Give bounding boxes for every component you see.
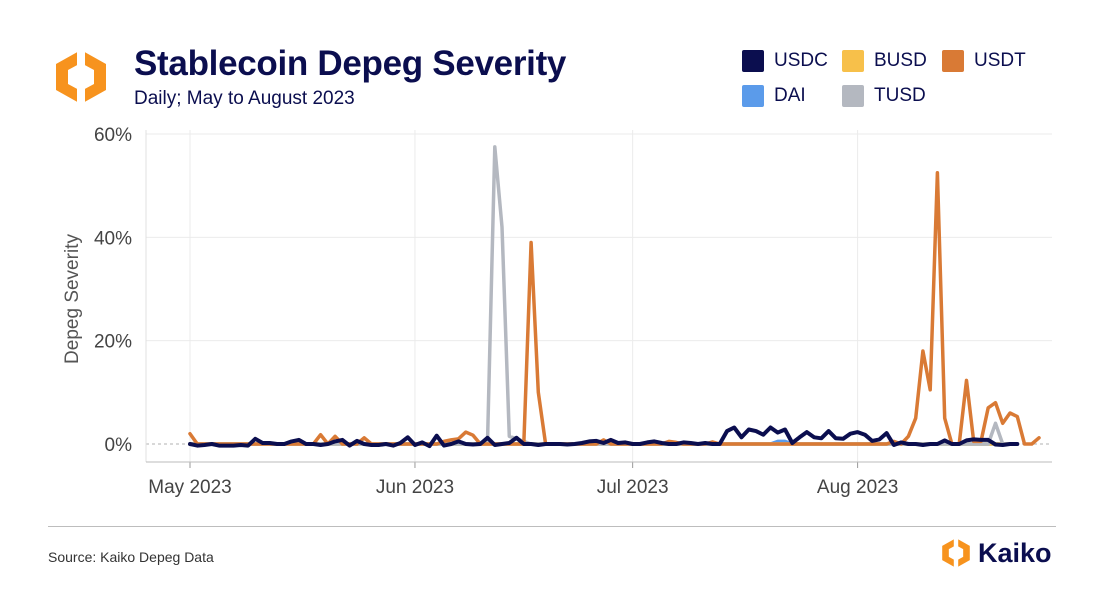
legend-label-usdt: USDT [974, 50, 1026, 71]
footer-brand: Kaiko [940, 537, 1052, 569]
y-tick-label: 40% [94, 228, 132, 249]
series-line-usdc [188, 425, 1020, 449]
chart-title: Stablecoin Depeg Severity [134, 44, 567, 83]
x-tick-label: Aug 2023 [817, 477, 898, 498]
legend-item-usdc: USDC [742, 50, 828, 72]
series-line-usdt [188, 171, 1041, 446]
y-tick-label: 60% [94, 125, 132, 146]
kaiko-logo-icon [56, 48, 106, 106]
legend-label-dai: DAI [774, 85, 806, 106]
x-tick-label: Jul 2023 [597, 477, 669, 498]
y-tick-label: 20% [94, 332, 132, 353]
x-tick-label: Jun 2023 [376, 477, 454, 498]
legend-swatch-usdt [942, 50, 964, 72]
legend-item-dai: DAI [742, 85, 806, 107]
legend-swatch-busd [842, 50, 864, 72]
legend-item-busd: BUSD [842, 50, 927, 72]
series-line-tusd [188, 145, 1012, 446]
legend-item-tusd: TUSD [842, 85, 926, 107]
legend-swatch-usdc [742, 50, 764, 72]
chart-subtitle: Daily; May to August 2023 [134, 88, 355, 109]
source-note: Source: Kaiko Depeg Data [48, 549, 214, 565]
y-tick-label: 0% [105, 435, 133, 456]
kaiko-brand-icon [942, 537, 970, 569]
legend-item-usdt: USDT [942, 50, 1026, 72]
legend-swatch-tusd [842, 85, 864, 107]
x-tick-label: May 2023 [148, 477, 231, 498]
legend-label-tusd: TUSD [874, 85, 926, 106]
legend-label-busd: BUSD [874, 50, 927, 71]
legend-swatch-dai [742, 85, 764, 107]
brand-name: Kaiko [978, 537, 1052, 568]
legend-label-usdc: USDC [774, 50, 828, 71]
footer-divider [48, 526, 1056, 527]
y-axis-label: Depeg Severity [62, 234, 83, 364]
